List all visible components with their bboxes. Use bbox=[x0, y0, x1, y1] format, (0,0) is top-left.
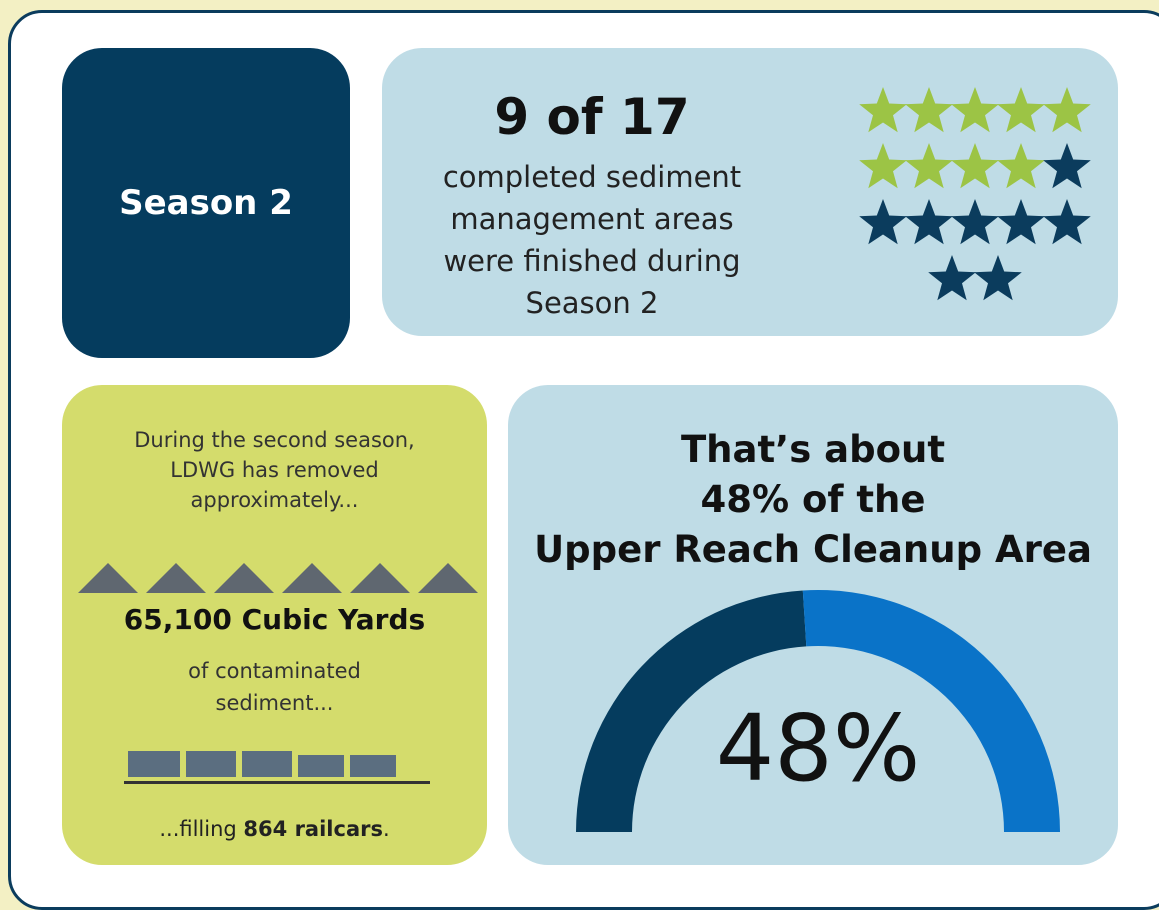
footer-prefix: ...filling bbox=[159, 817, 243, 841]
gauge-label: 48% bbox=[716, 695, 920, 802]
footer-suffix: . bbox=[383, 817, 390, 841]
season-label: Season 2 bbox=[119, 183, 293, 223]
removal-card: During the second season, LDWG has remov… bbox=[62, 385, 487, 865]
areas-card: 9 of 17 completed sediment management ar… bbox=[382, 48, 1118, 336]
gauge: 48% bbox=[508, 385, 1118, 865]
mountains bbox=[78, 563, 478, 593]
detail-line: of contaminated bbox=[62, 655, 487, 687]
amount: 65,100 Cubic Yards bbox=[62, 603, 487, 636]
mountain bbox=[214, 563, 274, 593]
railcar bbox=[242, 751, 292, 777]
description-line: were finished during bbox=[412, 240, 772, 282]
description-line: Season 2 bbox=[412, 282, 772, 324]
railcar bbox=[350, 755, 396, 777]
railcar bbox=[186, 751, 236, 777]
description-line: completed sediment bbox=[412, 156, 772, 198]
railcar bbox=[128, 751, 180, 777]
page: Season 2 9 of 17 completed sediment mana… bbox=[0, 0, 1159, 895]
description: completed sediment management areas were… bbox=[412, 156, 772, 324]
detail: of contaminated sediment... bbox=[62, 655, 487, 719]
share-card: That’s about 48% of the Upper Reach Clea… bbox=[508, 385, 1118, 865]
description-line: management areas bbox=[412, 198, 772, 240]
rail bbox=[124, 781, 430, 784]
railcar bbox=[298, 755, 344, 777]
footer-emphasis: 864 railcars bbox=[243, 817, 383, 841]
detail-line: sediment... bbox=[62, 687, 487, 719]
headline: 9 of 17 bbox=[422, 88, 762, 146]
railcars bbox=[124, 751, 430, 784]
mountain bbox=[350, 563, 410, 593]
mountain bbox=[282, 563, 342, 593]
mountain bbox=[78, 563, 138, 593]
mountain bbox=[146, 563, 206, 593]
footer: ...filling 864 railcars. bbox=[62, 817, 487, 841]
season-card: Season 2 bbox=[62, 48, 350, 358]
mountain bbox=[418, 563, 478, 593]
